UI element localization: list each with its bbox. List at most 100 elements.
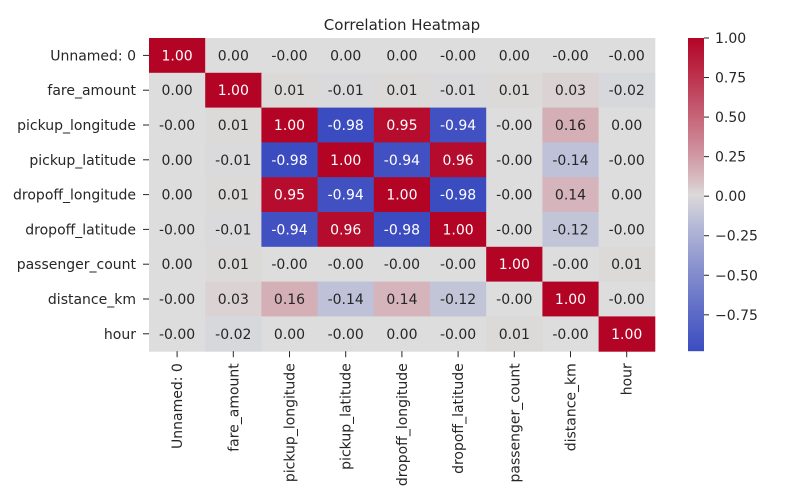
cell-value-label: -0.00 bbox=[552, 48, 588, 64]
heatmap-cell bbox=[317, 246, 375, 283]
cell-value-label: 0.03 bbox=[218, 292, 249, 308]
heatmap-cell bbox=[486, 281, 543, 317]
cell-value-label: 1.00 bbox=[555, 292, 586, 308]
heatmap-cell bbox=[430, 142, 487, 178]
chart-title: Correlation Heatmap bbox=[324, 16, 480, 34]
heatmap-cell bbox=[598, 177, 656, 213]
cell-value-label: 0.16 bbox=[555, 118, 586, 134]
cell-value-label: -0.00 bbox=[440, 48, 476, 64]
heatmap-cell bbox=[598, 72, 656, 109]
heatmap-cell bbox=[149, 177, 206, 213]
cell-value-label: 0.14 bbox=[386, 292, 417, 308]
heatmap-cell bbox=[598, 142, 656, 178]
heatmap-cell bbox=[598, 246, 656, 283]
heatmap-cell bbox=[430, 212, 487, 248]
heatmap-cell bbox=[486, 316, 543, 352]
cell-value-label: 0.01 bbox=[218, 188, 249, 204]
heatmap-cell bbox=[149, 72, 206, 109]
column-tick-label: hour bbox=[620, 363, 636, 395]
cell-value-label: 0.00 bbox=[162, 153, 193, 169]
cell-value-label: -0.00 bbox=[159, 327, 195, 343]
row-tick-label: pickup_latitude bbox=[29, 153, 136, 169]
cell-value-label: -0.00 bbox=[552, 257, 588, 273]
heatmap-cell bbox=[261, 107, 319, 143]
heatmap-cell bbox=[542, 246, 600, 283]
cell-value-label: 1.00 bbox=[218, 83, 249, 99]
heatmap-cell bbox=[149, 142, 206, 178]
cell-value-label: -0.00 bbox=[440, 257, 476, 273]
cell-value-label: 0.95 bbox=[274, 188, 305, 204]
heatmap-cell bbox=[317, 107, 375, 143]
heatmap-cell bbox=[373, 38, 431, 74]
heatmap-cell bbox=[542, 316, 600, 352]
cell-value-label: -0.98 bbox=[271, 153, 307, 169]
heatmap-cell bbox=[149, 212, 206, 248]
cell-value-label: -0.02 bbox=[609, 83, 645, 99]
column-tick-label: dropoff_longitude bbox=[395, 363, 411, 486]
cell-value-label: -0.00 bbox=[159, 118, 195, 134]
heatmap-cell bbox=[542, 107, 600, 143]
colorbar-tick-label: −0.25 bbox=[715, 229, 758, 245]
heatmap-cell bbox=[542, 281, 600, 317]
heatmap-cell bbox=[542, 38, 600, 74]
column-tick-label: fare_amount bbox=[226, 363, 242, 452]
cell-value-label: 0.00 bbox=[162, 188, 193, 204]
heatmap-cell bbox=[149, 281, 206, 317]
colorbar-gradient bbox=[688, 38, 704, 352]
heatmap-cell bbox=[430, 246, 487, 283]
cell-value-label: -0.14 bbox=[328, 292, 364, 308]
cell-value-label: -0.00 bbox=[609, 48, 645, 64]
heatmap-cell bbox=[149, 107, 206, 143]
cell-value-label: -0.00 bbox=[159, 222, 195, 238]
heatmap-cell bbox=[373, 316, 431, 352]
colorbar-tick-label: −0.50 bbox=[715, 268, 758, 284]
cell-value-label: -0.00 bbox=[496, 188, 532, 204]
cell-value-label: 0.01 bbox=[218, 118, 249, 134]
heatmap-cell bbox=[205, 281, 262, 317]
cell-value-label: 0.00 bbox=[162, 83, 193, 99]
row-tick-labels: Unnamed: 0 fare_amount pickup_longitudepic… bbox=[13, 48, 149, 343]
cell-value-label: -0.94 bbox=[271, 222, 307, 238]
cell-value-label: -0.01 bbox=[440, 83, 476, 99]
heatmap-cell bbox=[486, 177, 543, 213]
heatmap-cell bbox=[486, 38, 543, 74]
cell-value-label: -0.00 bbox=[552, 327, 588, 343]
column-tick-label: distance_km bbox=[564, 363, 580, 451]
cell-value-label: 0.01 bbox=[499, 327, 530, 343]
cell-value-label: 1.00 bbox=[274, 118, 305, 134]
colorbar-tick-label: 0.00 bbox=[715, 189, 746, 205]
heatmap-cell bbox=[205, 38, 262, 74]
heatmap-cell bbox=[430, 72, 487, 109]
heatmap-cell bbox=[430, 177, 487, 213]
heatmap-cell bbox=[486, 142, 543, 178]
heatmap-cell bbox=[373, 177, 431, 213]
heatmap-cell bbox=[205, 142, 262, 178]
cell-value-label: 0.01 bbox=[499, 83, 530, 99]
cell-value-label: 0.00 bbox=[162, 257, 193, 273]
cell-value-label: 0.16 bbox=[274, 292, 305, 308]
row-tick-label: fare_amount bbox=[47, 83, 136, 99]
row-tick-label: dropoff_latitude bbox=[25, 222, 136, 238]
cell-value-label: -0.94 bbox=[440, 118, 476, 134]
heatmap-cell bbox=[149, 246, 206, 283]
heatmap-cell bbox=[261, 316, 319, 352]
heatmap-cell bbox=[598, 38, 656, 74]
cell-value-label: -0.01 bbox=[215, 222, 251, 238]
cell-value-label: 1.00 bbox=[611, 327, 642, 343]
heatmap-cell bbox=[317, 142, 375, 178]
cell-value-label: -0.00 bbox=[328, 257, 364, 273]
heatmap-cell bbox=[149, 316, 206, 352]
heatmap-cell bbox=[261, 72, 319, 109]
colorbar-tick-label: 0.75 bbox=[715, 71, 746, 87]
heatmap-cell bbox=[261, 38, 319, 74]
cell-value-label: 1.00 bbox=[499, 257, 530, 273]
heatmap-cell bbox=[373, 142, 431, 178]
heatmap-cell bbox=[205, 107, 262, 143]
cell-value-label: -0.12 bbox=[440, 292, 476, 308]
heatmap-cell bbox=[598, 107, 656, 143]
row-tick-label: Unnamed: 0 bbox=[50, 48, 136, 64]
heatmap-cell bbox=[261, 212, 319, 248]
heatmap-cell bbox=[430, 38, 487, 74]
cell-value-label: 0.00 bbox=[330, 48, 361, 64]
